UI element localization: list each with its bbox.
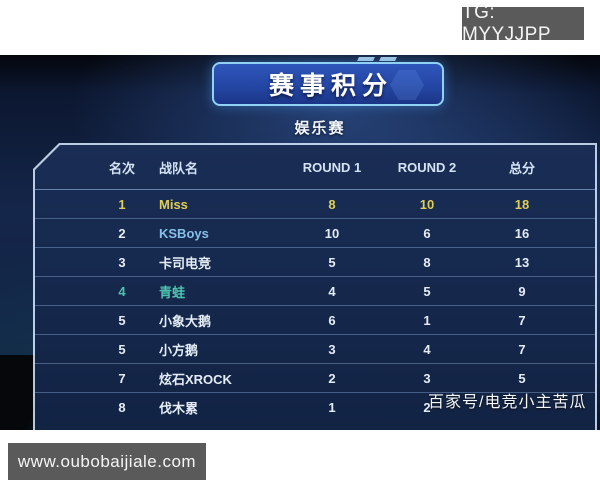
table-row: 1 Miss 8 10 18 xyxy=(35,190,595,219)
round2-cell: 4 xyxy=(423,341,431,357)
round1-cell: 8 xyxy=(328,196,336,212)
rank-cell: 4 xyxy=(118,283,126,299)
total-cell: 7 xyxy=(518,341,526,357)
column-header-total: 总分 xyxy=(508,160,535,176)
table-row: 3 卡司电竞 5 8 13 xyxy=(35,248,595,277)
page-title: 赛事积分 xyxy=(268,72,393,100)
round1-cell: 10 xyxy=(324,225,340,241)
team-cell: 炫石XROCK xyxy=(159,371,232,387)
table-row: 5 小象大鹅 6 1 7 xyxy=(35,306,595,335)
total-cell: 16 xyxy=(514,225,530,241)
team-cell: 小象大鹅 xyxy=(159,313,212,329)
column-header-round1: ROUND 1 xyxy=(302,159,362,175)
round1-cell: 1 xyxy=(328,399,336,415)
team-cell: Miss xyxy=(159,196,188,212)
round1-cell: 5 xyxy=(328,254,336,270)
rank-cell: 7 xyxy=(118,370,126,386)
column-header-rank: 名次 xyxy=(108,160,135,176)
total-cell: 7 xyxy=(518,312,526,328)
table-row: 7 炫石XROCK 2 3 5 xyxy=(35,364,595,393)
round2-cell: 6 xyxy=(423,225,431,241)
team-cell: 伐木累 xyxy=(159,400,199,416)
telegram-watermark: TG: MYYJJPP xyxy=(462,2,584,45)
round2-cell: 3 xyxy=(423,370,431,386)
team-cell: KSBoys xyxy=(159,225,209,241)
table-row: 8 伐木累 1 2 xyxy=(35,393,595,421)
round1-cell: 4 xyxy=(328,283,336,299)
rank-cell: 1 xyxy=(118,196,126,212)
banner-tick-decoration xyxy=(379,57,397,61)
round2-cell: 8 xyxy=(423,254,431,270)
round2-cell: 5 xyxy=(423,283,431,299)
round2-cell: 10 xyxy=(419,196,435,212)
table-row: 5 小方鹅 3 4 7 xyxy=(35,335,595,364)
team-cell: 小方鹅 xyxy=(159,342,199,358)
round1-cell: 3 xyxy=(328,341,336,357)
source-credit-watermark: 百家号/电竞小主苦瓜 xyxy=(428,394,587,411)
round2-cell: 2 xyxy=(423,399,431,415)
team-cell: 青蛙 xyxy=(159,284,186,300)
table-header-row: 名次 战队名 ROUND 1 ROUND 2 总分 xyxy=(35,145,595,190)
column-header-team: 战队名 xyxy=(159,160,199,176)
round1-cell: 2 xyxy=(328,370,336,386)
website-watermark: www.oubobaijiale.com xyxy=(8,443,206,480)
rank-cell: 5 xyxy=(118,341,126,357)
table-body: 1 Miss 8 10 18 2 KSBoys 10 6 16 3 卡司电竞 5… xyxy=(35,190,595,421)
total-cell: 13 xyxy=(514,254,530,270)
telegram-watermark-text: TG: MYYJJPP xyxy=(462,1,552,45)
rank-cell: 2 xyxy=(118,225,126,241)
total-cell: 9 xyxy=(518,283,526,299)
game-screenshot: 赛事积分 娱乐赛 名次 战队名 ROUND 1 ROUND 2 总分 1 Mis… xyxy=(0,55,600,430)
rank-cell: 5 xyxy=(118,312,126,328)
total-cell: 5 xyxy=(518,370,526,386)
match-type-label: 娱乐赛 xyxy=(294,120,346,137)
rank-cell: 8 xyxy=(118,399,126,415)
score-table-panel: 名次 战队名 ROUND 1 ROUND 2 总分 1 Miss 8 10 18… xyxy=(33,143,597,430)
score-table: 名次 战队名 ROUND 1 ROUND 2 总分 1 Miss 8 10 18… xyxy=(35,145,595,430)
banner-tick-decoration xyxy=(357,57,375,61)
round1-cell: 6 xyxy=(328,312,336,328)
total-cell: 18 xyxy=(514,196,530,212)
rank-cell: 3 xyxy=(118,254,126,270)
table-row: 4 青蛙 4 5 9 xyxy=(35,277,595,306)
table-row: 2 KSBoys 10 6 16 xyxy=(35,219,595,248)
title-banner: 赛事积分 xyxy=(212,62,444,106)
team-cell: 卡司电竞 xyxy=(159,255,212,271)
column-header-round2: ROUND 2 xyxy=(397,159,457,175)
website-watermark-text: www.oubobaijiale.com xyxy=(17,451,197,471)
round2-cell: 1 xyxy=(423,312,431,328)
